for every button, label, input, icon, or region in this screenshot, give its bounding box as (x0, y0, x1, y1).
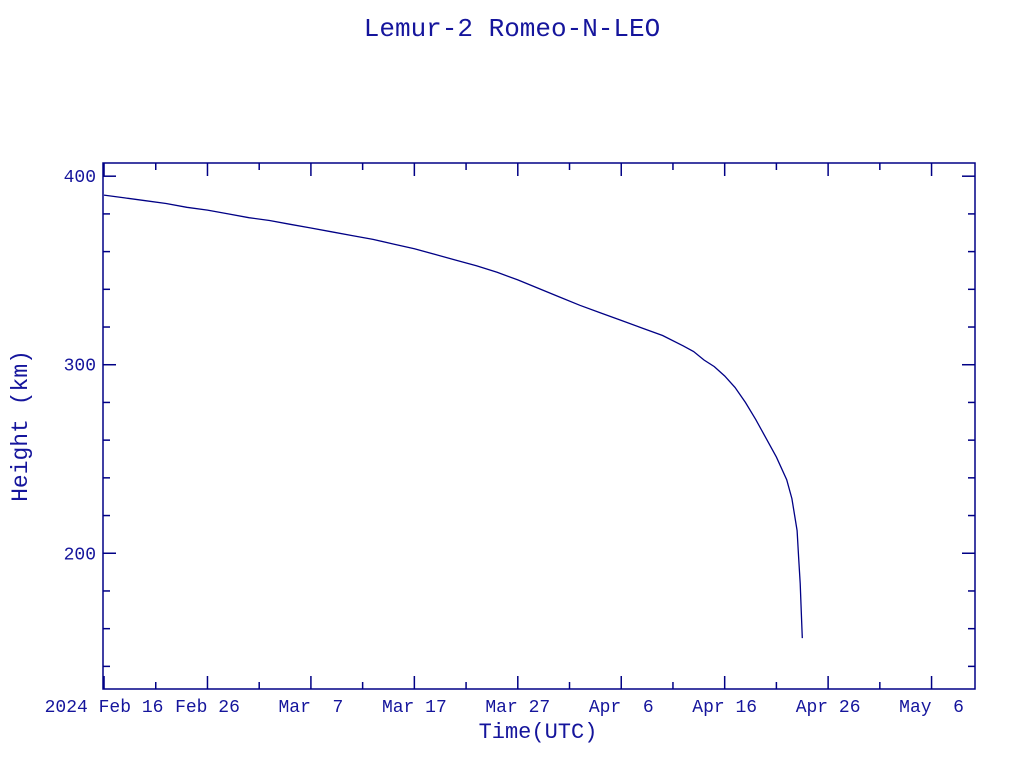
x-tick-label: May 6 (899, 698, 964, 718)
x-tick-label: Apr 26 (796, 698, 861, 718)
y-tick-label: 400 (64, 168, 96, 188)
x-tick-label: Mar 7 (279, 698, 344, 718)
x-tick-label: Apr 6 (589, 698, 654, 718)
x-tick-label: Mar 17 (382, 698, 447, 718)
height-curve (103, 194, 803, 639)
axis-ticks (103, 163, 975, 689)
x-tick-label: Apr 16 (692, 698, 757, 718)
x-tick-label: Feb 26 (175, 698, 240, 718)
height-curve-group (103, 194, 803, 639)
y-axis-title: Height (km) (8, 350, 34, 502)
x-tick-label: Mar 27 (485, 698, 550, 718)
plot-frame (102, 162, 976, 690)
chart-title: Lemur-2 Romeo-N-LEO (363, 14, 661, 44)
axis-tick-labels: 2024 Feb 16 Feb 26 Mar 7 Mar 17 Mar 27 Apr 6 A… (45, 168, 964, 718)
x-tick-label: 2024 Feb 16 (45, 698, 164, 718)
x-axis-title: Time(UTC) (479, 720, 598, 745)
plot-border (102, 162, 976, 690)
y-tick-label: 300 (64, 357, 96, 377)
y-tick-label: 200 (64, 545, 96, 565)
